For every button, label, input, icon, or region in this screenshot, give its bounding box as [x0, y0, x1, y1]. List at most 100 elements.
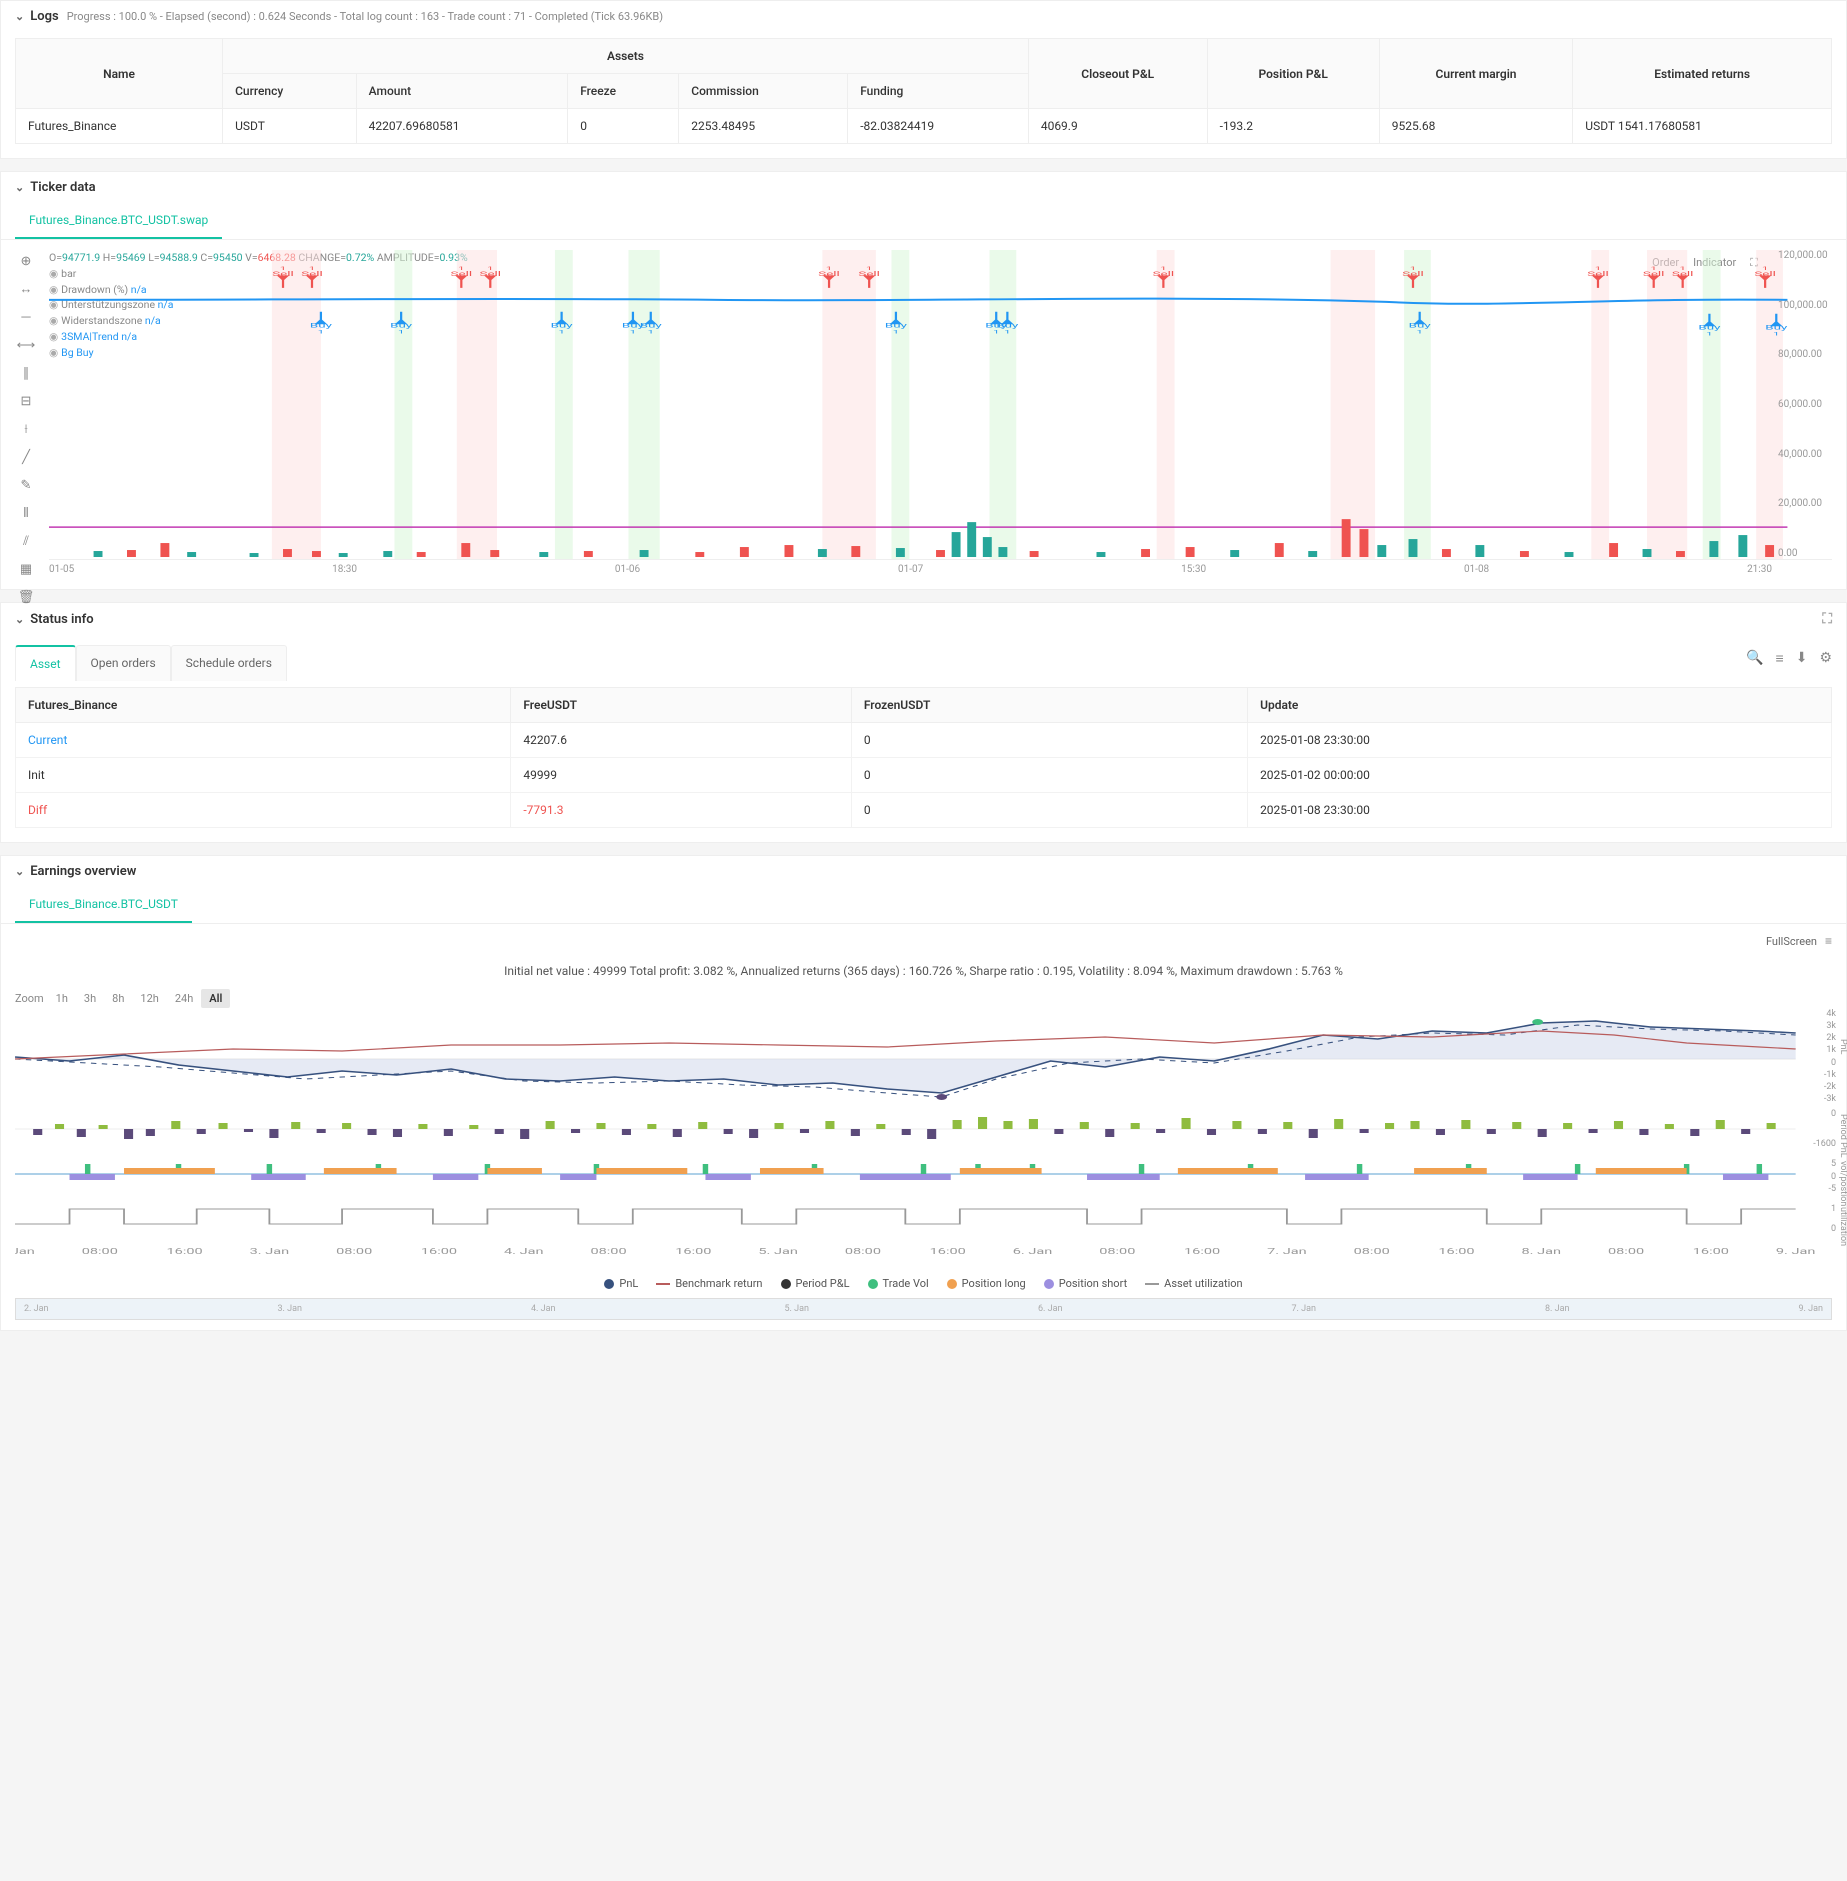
assets-table: Name Assets Closeout P&L Position P&L Cu…: [15, 38, 1832, 144]
svg-text:1: 1: [1417, 330, 1423, 336]
parallel-icon[interactable]: ⫽: [15, 530, 37, 552]
svg-text:4. Jan: 4. Jan: [504, 1246, 544, 1256]
bars-icon[interactable]: ⫴: [15, 502, 37, 524]
svg-text:1: 1: [893, 330, 899, 336]
channel-icon[interactable]: ∥: [15, 362, 37, 384]
col-amount: Amount: [356, 74, 568, 109]
svg-text:7. Jan: 7. Jan: [1267, 1246, 1307, 1256]
horiz-line-icon[interactable]: ⟷: [15, 334, 37, 356]
ticker-title: Ticker data: [30, 180, 95, 195]
svg-text:2. Jan: 2. Jan: [15, 1246, 35, 1256]
pencil-icon[interactable]: ✎: [15, 474, 37, 496]
col-commission: Commission: [679, 74, 848, 109]
svg-text:1: 1: [1004, 330, 1010, 336]
zoom-3h[interactable]: 3h: [76, 989, 104, 1008]
logs-header[interactable]: ⌄ Logs Progress : 100.0 % - Elapsed (sec…: [1, 1, 1846, 32]
col-fb: Futures_Binance: [16, 688, 511, 723]
earnings-tabs: Futures_Binance.BTC_USDT: [1, 887, 1846, 924]
download-icon[interactable]: ⬇: [1796, 650, 1808, 667]
cell-amount: 42207.69680581: [356, 109, 568, 144]
svg-text:16:00: 16:00: [675, 1246, 711, 1256]
col-freeze: Freeze: [568, 74, 679, 109]
svg-text:6. Jan: 6. Jan: [1013, 1246, 1053, 1256]
svg-text:1: 1: [648, 330, 654, 336]
tab-ticker-pair[interactable]: Futures_Binance.BTC_USDT.swap: [15, 203, 222, 239]
svg-text:08:00: 08:00: [590, 1246, 626, 1256]
price-chart[interactable]: Order Indicator ⛶ O=94771.9 H=95469 L=94…: [49, 250, 1832, 560]
expand-icon[interactable]: ⛶: [1822, 611, 1832, 627]
svg-text:08:00: 08:00: [845, 1246, 881, 1256]
col-returns: Estimated returns: [1573, 39, 1832, 109]
zoom-12h[interactable]: 12h: [132, 989, 166, 1008]
cell-returns: USDT 1541.17680581: [1573, 109, 1832, 144]
status-row-diff: Diff -7791.3 0 2025-01-08 23:30:00: [16, 793, 1832, 828]
svg-text:08:00: 08:00: [336, 1246, 372, 1256]
price-y-axis: 120,000.00100,000.0080,000.0060,000.0040…: [1772, 250, 1832, 559]
svg-text:16:00: 16:00: [167, 1246, 203, 1256]
tab-asset[interactable]: Asset: [15, 645, 76, 681]
cell-freeze: 0: [568, 109, 679, 144]
zoom-label: Zoom: [15, 992, 44, 1005]
grid-icon[interactable]: ▦: [15, 558, 37, 580]
svg-text:1: 1: [558, 330, 564, 336]
svg-text:08:00: 08:00: [82, 1246, 118, 1256]
line-icon[interactable]: ╱: [15, 446, 37, 468]
navigator-strip[interactable]: 2. Jan3. Jan4. Jan5. Jan6. Jan7. Jan8. J…: [15, 1298, 1832, 1320]
status-header[interactable]: ⌄ Status info ⛶: [1, 603, 1846, 635]
ruler-icon[interactable]: ⟊: [15, 418, 37, 440]
cell-currency: USDT: [223, 109, 357, 144]
col-frozen: FrozenUSDT: [851, 688, 1247, 723]
earnings-chart[interactable]: 2. Jan 08:00 16:00 3. Jan 08:00 16:00 4. Jan 08…: [15, 1009, 1832, 1269]
list-icon[interactable]: ≡: [1776, 650, 1784, 667]
tab-open-orders[interactable]: Open orders: [76, 645, 171, 681]
svg-text:1: 1: [398, 330, 404, 336]
svg-text:1: 1: [1706, 332, 1712, 338]
earnings-title: Earnings overview: [30, 864, 136, 879]
fullscreen-button[interactable]: FullScreen: [1766, 935, 1817, 948]
col-name: Name: [16, 39, 223, 109]
col-update: Update: [1248, 688, 1832, 723]
zoom-8h[interactable]: 8h: [104, 989, 132, 1008]
zoom-All[interactable]: All: [201, 989, 230, 1008]
fib-icon[interactable]: ⊟: [15, 390, 37, 412]
zoom-24h[interactable]: 24h: [167, 989, 201, 1008]
earnings-header[interactable]: ⌄ Earnings overview: [1, 856, 1846, 887]
tab-schedule-orders[interactable]: Schedule orders: [171, 645, 287, 681]
menu-icon[interactable]: ≡: [1825, 934, 1832, 948]
chevron-down-icon: ⌄: [15, 613, 24, 626]
svg-text:1: 1: [630, 330, 636, 336]
gear-icon[interactable]: ⚙: [1819, 650, 1832, 667]
col-funding: Funding: [848, 74, 1029, 109]
cell-funding: -82.03824419: [848, 109, 1029, 144]
col-free: FreeUSDT: [511, 688, 852, 723]
zoom-bar: Zoom 1h3h8h12h24hAll: [1, 988, 1846, 1009]
trend-icon[interactable]: ─: [15, 306, 37, 328]
ticker-panel: ⌄ Ticker data Futures_Binance.BTC_USDT.s…: [0, 171, 1847, 590]
status-tools: 🔍 ≡ ⬇ ⚙: [1746, 650, 1846, 667]
cell-name: Futures_Binance: [16, 109, 223, 144]
earnings-legend: PnL Benchmark return Period P&L Trade Vo…: [1, 1269, 1846, 1294]
cell-closeout: 4069.9: [1028, 109, 1207, 144]
search-icon[interactable]: 🔍: [1746, 650, 1763, 667]
ticker-header[interactable]: ⌄ Ticker data: [1, 172, 1846, 203]
arrow-icon[interactable]: ↔: [15, 278, 37, 300]
svg-text:3. Jan: 3. Jan: [250, 1246, 290, 1256]
status-row-current: Current 42207.6 0 2025-01-08 23:30:00: [16, 723, 1832, 758]
svg-text:9. Jan: 9. Jan: [1776, 1246, 1816, 1256]
svg-text:16:00: 16:00: [1693, 1246, 1729, 1256]
zoom-1h[interactable]: 1h: [48, 989, 76, 1008]
logs-title: Logs: [30, 9, 58, 24]
ticker-tabs: Futures_Binance.BTC_USDT.swap: [1, 203, 1846, 240]
trash-icon[interactable]: 🗑: [15, 586, 37, 608]
status-table: Futures_Binance FreeUSDT FrozenUSDT Upda…: [15, 687, 1832, 828]
cell-commission: 2253.48495: [679, 109, 848, 144]
earnings-top-row: FullScreen ≡: [1, 924, 1846, 958]
crosshair-icon[interactable]: ⊕: [15, 250, 37, 272]
col-position: Position P&L: [1207, 39, 1379, 109]
tab-earnings-pair[interactable]: Futures_Binance.BTC_USDT: [15, 887, 192, 923]
svg-text:08:00: 08:00: [1354, 1246, 1390, 1256]
logs-progress-text: Progress : 100.0 % - Elapsed (second) : …: [67, 10, 663, 23]
price-x-axis: 01-0518:3001-0601-0715:3001-0821:30: [49, 560, 1832, 579]
earnings-svg: 2. Jan 08:00 16:00 3. Jan 08:00 16:00 4. Jan 08…: [15, 1009, 1832, 1269]
cell-position: -193.2: [1207, 109, 1379, 144]
